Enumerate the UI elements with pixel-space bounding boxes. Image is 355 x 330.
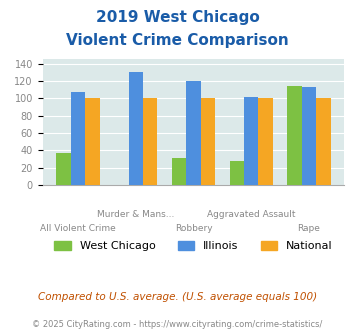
Bar	[258, 98, 273, 185]
Text: Robbery: Robbery	[175, 224, 212, 233]
Bar	[244, 97, 258, 185]
Text: All Violent Crime: All Violent Crime	[40, 224, 116, 233]
Legend: West Chicago, Illinois, National: West Chicago, Illinois, National	[54, 241, 333, 251]
Bar	[316, 98, 331, 185]
Text: © 2025 CityRating.com - https://www.cityrating.com/crime-statistics/: © 2025 CityRating.com - https://www.city…	[32, 320, 323, 329]
Bar	[143, 98, 157, 185]
Bar	[56, 153, 71, 185]
Bar	[186, 81, 201, 185]
Bar	[230, 161, 244, 185]
Text: Compared to U.S. average. (U.S. average equals 100): Compared to U.S. average. (U.S. average …	[38, 292, 317, 302]
Text: Aggravated Assault: Aggravated Assault	[207, 210, 295, 219]
Bar	[85, 98, 100, 185]
Bar	[129, 72, 143, 185]
Bar	[302, 87, 316, 185]
Text: Violent Crime Comparison: Violent Crime Comparison	[66, 33, 289, 48]
Text: 2019 West Chicago: 2019 West Chicago	[95, 10, 260, 25]
Text: Rape: Rape	[297, 224, 321, 233]
Bar	[172, 158, 186, 185]
Text: Murder & Mans...: Murder & Mans...	[97, 210, 174, 219]
Bar	[201, 98, 215, 185]
Bar	[71, 92, 85, 185]
Bar	[287, 86, 302, 185]
